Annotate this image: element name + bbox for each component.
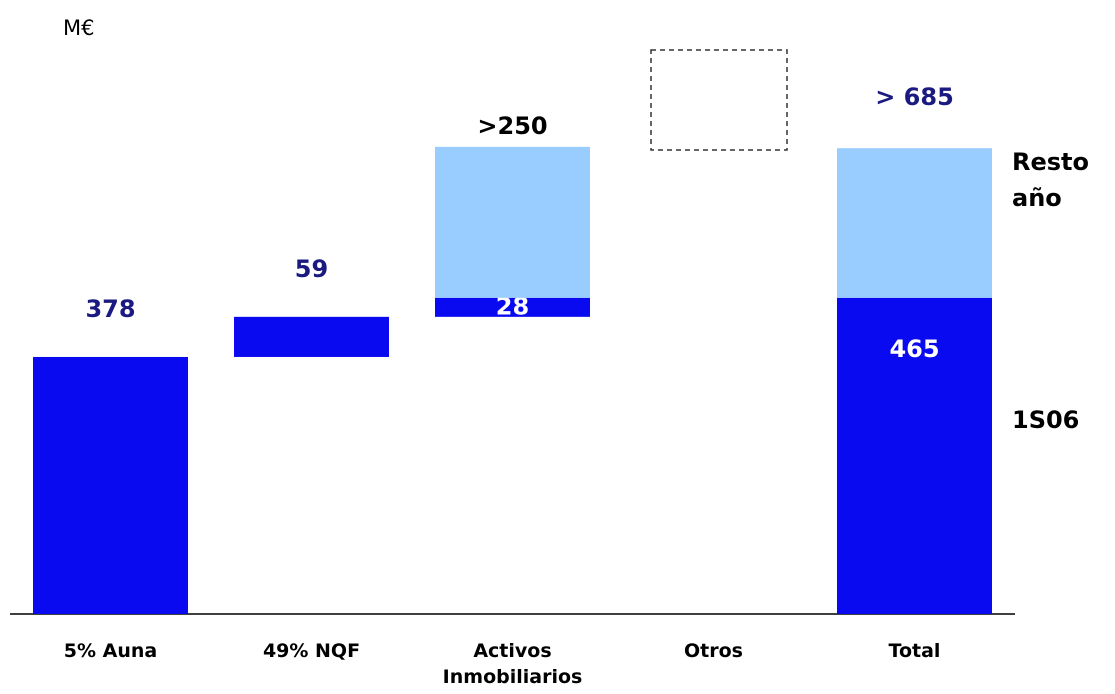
bar-segment (837, 297, 992, 614)
total-label: > 685 (875, 83, 954, 111)
x-tick-label: 5% Auna (63, 640, 158, 662)
x-tick-label: Total (888, 640, 941, 662)
placeholder-box (650, 49, 788, 151)
x-tick-label: 49% NQF (262, 640, 361, 662)
x-tick-label: Activos Inmobiliarios (442, 640, 583, 688)
x-tick-label: Otros (684, 640, 743, 662)
bar-segment (435, 146, 590, 298)
data-label: 59 (295, 255, 328, 283)
total-label: >250 (477, 112, 547, 140)
data-label: 465 (889, 335, 939, 363)
unit-label: M€ (63, 16, 95, 40)
legend-entry: Resto año (1012, 148, 1090, 212)
data-label: 378 (85, 295, 135, 323)
bar-segment (435, 297, 590, 317)
bar-segment (33, 356, 188, 614)
bar-segment (837, 148, 992, 298)
bar-segment (234, 316, 389, 357)
legend-entry: 1S06 (1012, 406, 1080, 434)
